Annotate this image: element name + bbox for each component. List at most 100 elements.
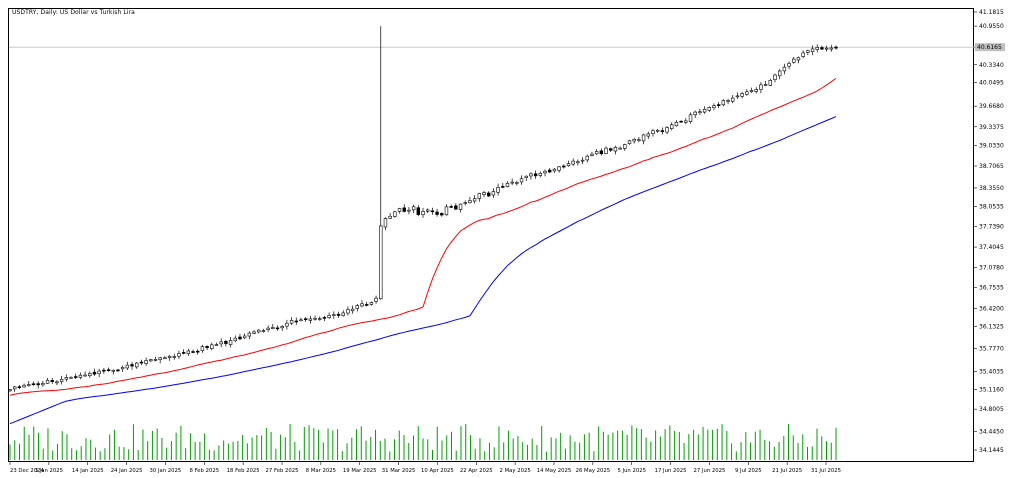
candle-body xyxy=(712,105,716,108)
price-axis-label: 37.7390 xyxy=(979,223,1004,230)
price-axis-label: 41.1815 xyxy=(979,9,1004,16)
candle-body xyxy=(144,360,148,364)
candle-body xyxy=(684,120,688,123)
price-axis-label: 40.9550 xyxy=(979,23,1004,30)
candle-body xyxy=(740,93,744,97)
candle-body xyxy=(749,90,754,93)
candle-body xyxy=(139,361,144,364)
candle-body xyxy=(538,172,543,176)
candle-body xyxy=(45,380,50,384)
price-axis-label: 40.3340 xyxy=(979,62,1004,69)
candle-body xyxy=(716,104,721,106)
candle-body xyxy=(64,377,69,380)
candle-body xyxy=(651,130,655,135)
candle-body xyxy=(12,386,17,390)
plot-frame[interactable] xyxy=(8,8,974,462)
candle-body xyxy=(421,211,425,216)
date-axis-label: 18 Feb 2025 xyxy=(227,468,260,474)
candle-body xyxy=(543,170,547,174)
candle-body xyxy=(655,129,660,132)
price-axis-label: 39.3375 xyxy=(979,124,1004,131)
candle-body xyxy=(27,384,31,387)
candle-body xyxy=(186,350,191,354)
candle-body xyxy=(759,84,763,90)
candle-body xyxy=(303,318,308,320)
candle-body xyxy=(374,297,378,302)
candle-body xyxy=(646,133,650,137)
price-axis-label: 35.7770 xyxy=(979,345,1004,352)
candle-body xyxy=(585,155,589,161)
ma-fast-line xyxy=(9,77,837,396)
candle-body xyxy=(74,376,78,378)
candle-body xyxy=(416,207,421,215)
candle-body xyxy=(238,336,242,340)
candle-body xyxy=(327,315,331,318)
candle-body xyxy=(228,340,233,345)
candle-body xyxy=(820,47,824,50)
candle-body xyxy=(435,211,439,215)
candle-body xyxy=(674,122,679,127)
candle-body xyxy=(505,183,510,187)
price-axis-label: 35.4035 xyxy=(979,369,1004,376)
candle-body xyxy=(609,148,613,151)
date-axis-label: 2 May 2025 xyxy=(500,468,531,474)
candle-body xyxy=(242,335,247,339)
candle-body xyxy=(754,89,758,92)
candle-body xyxy=(590,153,594,156)
candle-body xyxy=(519,178,524,183)
candle-body xyxy=(721,100,726,106)
date-axis-label: 27 Feb 2025 xyxy=(266,468,299,474)
candle-body xyxy=(552,168,557,172)
candle-body xyxy=(491,191,496,196)
candle-body xyxy=(92,371,97,375)
candle-body xyxy=(116,369,120,372)
date-axis-label: 21 Jul 2025 xyxy=(772,468,802,474)
date-axis-label: 8 Feb 2025 xyxy=(189,468,219,474)
candle-body xyxy=(125,364,130,369)
ma-slow-line xyxy=(9,116,837,425)
moving-average-layer xyxy=(9,77,837,425)
candle-body xyxy=(88,373,92,376)
date-axis-label: 22 Apr 2025 xyxy=(460,468,493,474)
candle-body xyxy=(289,320,294,324)
candle-body xyxy=(196,350,200,353)
candle-body xyxy=(210,344,214,349)
candle-body xyxy=(191,351,195,353)
candle-body xyxy=(252,331,256,334)
candle-body xyxy=(449,206,453,208)
current-price-label: 40.6165 xyxy=(977,44,1002,51)
candle-body xyxy=(787,63,791,67)
candle-body xyxy=(219,341,223,345)
candle-body xyxy=(397,208,402,212)
candle-body xyxy=(824,47,829,50)
candle-body xyxy=(533,173,538,177)
candle-body xyxy=(482,192,486,195)
candle-body xyxy=(782,66,787,72)
candle-body xyxy=(69,377,73,379)
candle-body xyxy=(599,150,604,155)
candle-body xyxy=(430,210,435,213)
candle-body xyxy=(777,70,782,77)
candle-body xyxy=(50,380,54,382)
date-axis-label: 3 Jan 2025 xyxy=(35,468,63,474)
candle-body xyxy=(135,362,139,368)
candle-body xyxy=(637,139,641,141)
date-axis-label: 14 May 2025 xyxy=(537,468,572,474)
candle-body xyxy=(763,84,768,86)
candle-body xyxy=(308,318,313,321)
price-axis-label: 37.4045 xyxy=(979,244,1004,251)
price-axis-label: 38.3550 xyxy=(979,185,1004,192)
price-axis-label: 34.8005 xyxy=(979,406,1004,413)
candle-body xyxy=(660,130,665,132)
candle-body xyxy=(524,175,528,178)
candle-body xyxy=(463,202,467,204)
candle-body xyxy=(247,332,252,337)
candle-body xyxy=(22,384,26,388)
date-axis-label: 9 Jul 2025 xyxy=(735,468,762,474)
price-axis-label: 38.7065 xyxy=(979,163,1004,170)
candle-body xyxy=(120,367,125,370)
candle-body xyxy=(810,48,815,52)
